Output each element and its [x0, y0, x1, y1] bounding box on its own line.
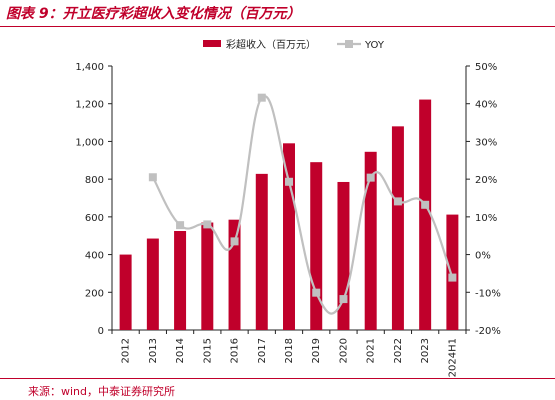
revenue-bar [391, 126, 404, 330]
left-tick-label: 1,000 [75, 137, 104, 148]
left-tick-label: 1,400 [75, 62, 104, 73]
x-tick-label: 2018 [284, 338, 295, 363]
revenue-bar [364, 151, 377, 330]
x-tick-label: 2017 [257, 338, 268, 363]
yoy-marker [366, 173, 375, 182]
yoy-marker [257, 93, 266, 102]
revenue-bar [146, 238, 159, 330]
yoy-marker [148, 173, 157, 182]
x-tick-label: 2019 [311, 338, 322, 363]
x-tick-label: 2014 [175, 338, 186, 363]
left-tick-label: 400 [85, 251, 104, 262]
left-tick-label: 800 [85, 175, 104, 186]
revenue-bar [174, 231, 187, 330]
revenue-bar [283, 143, 295, 330]
legend-label-yoy: YOY [364, 40, 385, 51]
revenue-bar [228, 219, 241, 330]
x-tick-label: 2024H1 [447, 338, 458, 377]
source-divider [0, 378, 555, 379]
revenue-bar [119, 254, 132, 330]
right-tick-label: 20% [475, 175, 497, 186]
yoy-marker [339, 295, 348, 304]
title-divider [0, 26, 555, 27]
yoy-line [151, 94, 454, 315]
x-tick-label: 2022 [393, 338, 404, 363]
left-tick-label: 200 [85, 288, 104, 299]
revenue-bar [337, 181, 350, 330]
right-tick-label: 50% [475, 62, 497, 73]
left-tick-label: 0 [98, 326, 104, 337]
right-tick-label: -20% [475, 326, 501, 337]
revenue-bar [255, 173, 268, 330]
left-tick-label: 1,200 [75, 100, 104, 111]
yoy-marker [203, 220, 212, 229]
yoy-marker [448, 273, 457, 282]
right-tick-label: -10% [475, 288, 501, 299]
revenue-bar [419, 99, 432, 331]
revenue-bar [446, 214, 459, 330]
x-tick-label: 2012 [121, 338, 132, 363]
yoy-marker [176, 221, 185, 230]
right-tick-label: 0% [475, 251, 491, 262]
legend-label-revenue: 彩超收入（百万元） [226, 38, 316, 51]
revenue-bar [310, 162, 323, 330]
bar-line-chart: 0 200 400 600 800 1,000 1,200 1,400 -20% -10% 0% 1… [75, 38, 501, 377]
chart-title: 图表 9：开立医疗彩超收入变化情况（百万元） [6, 6, 301, 22]
source-note: 来源：wind，中泰证券研究所 [28, 385, 176, 398]
left-tick-label: 600 [85, 213, 104, 224]
x-tick-label: 2015 [202, 338, 213, 363]
x-tick-label: 2023 [420, 338, 431, 363]
yoy-marker [285, 177, 293, 186]
yoy-marker [230, 237, 239, 246]
right-tick-label: 30% [475, 137, 497, 148]
yoy-marker [421, 200, 430, 209]
x-tick-label: 2020 [338, 338, 349, 363]
x-tick-label: 2013 [148, 338, 159, 363]
x-tick-label: 2021 [366, 338, 377, 363]
yoy-marker [393, 197, 402, 206]
legend-swatch-revenue [203, 40, 221, 47]
right-tick-label: 40% [475, 100, 497, 111]
revenue-bar [201, 222, 214, 330]
legend-swatch-yoy-marker [345, 40, 353, 48]
x-tick-label: 2016 [230, 338, 241, 363]
yoy-marker [312, 288, 321, 297]
right-tick-label: 10% [475, 213, 497, 224]
